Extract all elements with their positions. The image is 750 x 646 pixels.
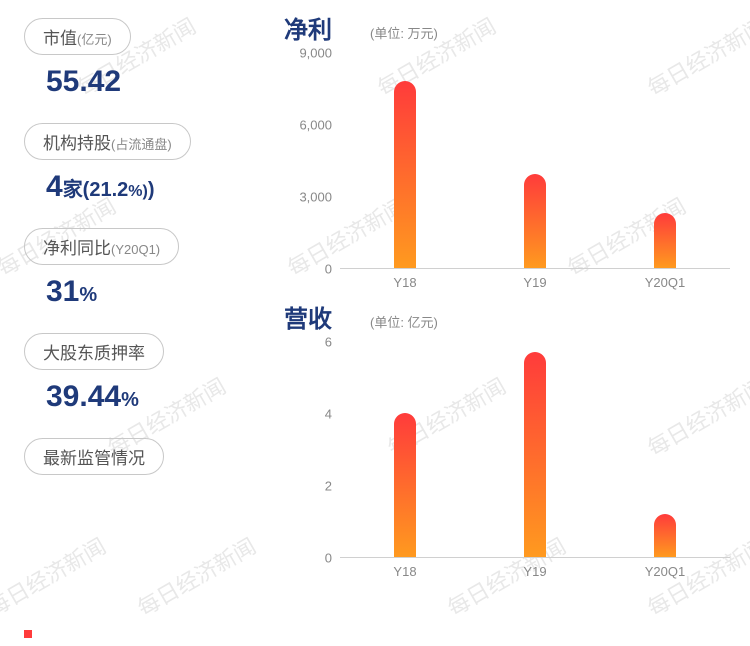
stats-panel: 市值(亿元)55.42机构持股(占流通盘)4家(21.2%))净利同比(Y20Q… bbox=[0, 0, 280, 646]
chart-unit: (单位: 亿元) bbox=[370, 312, 438, 331]
stat-value-main: 4 bbox=[46, 170, 63, 203]
x-label: Y18 bbox=[393, 564, 416, 579]
chart-title: 净利 bbox=[284, 10, 332, 45]
stat-value-small: % bbox=[79, 284, 97, 306]
stat-label-main: 机构持股 bbox=[43, 134, 111, 153]
bar-group: Y18 bbox=[341, 81, 470, 268]
stat-label-pill: 市值(亿元) bbox=[24, 18, 131, 55]
y-tick: 9,000 bbox=[299, 46, 332, 61]
stat-value-main: 55.42 bbox=[46, 65, 121, 98]
stat-label-sub: (Y20Q1) bbox=[111, 242, 160, 257]
x-label: Y19 bbox=[523, 564, 546, 579]
stat-label-pill: 大股东质押率 bbox=[24, 333, 164, 370]
bar-group: Y20Q1 bbox=[601, 514, 730, 557]
y-tick: 3,000 bbox=[299, 190, 332, 205]
bar bbox=[394, 413, 416, 557]
bar bbox=[654, 514, 676, 557]
stat-value-close: ) bbox=[148, 179, 155, 201]
stat-value: 31% bbox=[24, 265, 280, 319]
y-tick: 0 bbox=[325, 551, 332, 566]
y-tick: 6,000 bbox=[299, 118, 332, 133]
y-tick: 4 bbox=[325, 407, 332, 422]
stat-label-main: 大股东质押率 bbox=[43, 344, 145, 363]
chart-title: 营收 bbox=[284, 299, 332, 334]
y-tick: 0 bbox=[325, 262, 332, 277]
x-label: Y20Q1 bbox=[645, 275, 685, 290]
y-tick: 6 bbox=[325, 335, 332, 350]
bar-group: Y19 bbox=[471, 174, 600, 268]
stat-value-tiny: %) bbox=[128, 183, 148, 200]
plot: Y18Y19Y20Q1 bbox=[340, 53, 730, 269]
bar-group: Y18 bbox=[341, 413, 470, 557]
bar bbox=[524, 352, 546, 557]
stat-label-pill: 净利同比(Y20Q1) bbox=[24, 228, 179, 265]
stat-item: 大股东质押率 39.44% bbox=[24, 333, 280, 424]
stat-label-main: 净利同比 bbox=[43, 239, 111, 258]
stat-item: 最新监管情况 bbox=[24, 438, 280, 475]
stat-item: 机构持股(占流通盘)4家(21.2%)) bbox=[24, 123, 280, 214]
charts-panel: 净利(单位: 万元)03,0006,0009,000Y18Y19Y20Q1营收(… bbox=[280, 0, 750, 646]
chart-unit: (单位: 万元) bbox=[370, 23, 438, 42]
stat-label-main: 最新监管情况 bbox=[43, 449, 145, 468]
stat-item: 市值(亿元) 55.42 bbox=[24, 18, 280, 109]
stat-value-main: 39.44 bbox=[46, 380, 121, 413]
stat-label-sub: (亿元) bbox=[77, 32, 112, 47]
stat-label-pill: 机构持股(占流通盘) bbox=[24, 123, 191, 160]
stat-value-small: % bbox=[121, 389, 139, 411]
stat-value: 39.44% bbox=[24, 370, 280, 424]
chart-area: 0246Y18Y19Y20Q1 bbox=[280, 342, 730, 582]
stat-label-pill: 最新监管情况 bbox=[24, 438, 164, 475]
bar bbox=[654, 213, 676, 268]
y-axis: 03,0006,0009,000 bbox=[280, 53, 340, 293]
stat-value-main: 31 bbox=[46, 275, 79, 308]
stat-label-main: 市值 bbox=[43, 29, 77, 48]
y-axis: 0246 bbox=[280, 342, 340, 582]
chart-block: 营收(单位: 亿元)0246Y18Y19Y20Q1 bbox=[280, 299, 730, 582]
bar-group: Y19 bbox=[471, 352, 600, 557]
stat-item: 净利同比(Y20Q1)31% bbox=[24, 228, 280, 319]
stat-value: 55.42 bbox=[24, 55, 280, 109]
x-label: Y19 bbox=[523, 275, 546, 290]
x-label: Y20Q1 bbox=[645, 564, 685, 579]
y-tick: 2 bbox=[325, 479, 332, 494]
chart-area: 03,0006,0009,000Y18Y19Y20Q1 bbox=[280, 53, 730, 293]
bar bbox=[394, 81, 416, 268]
bar bbox=[524, 174, 546, 268]
chart-block: 净利(单位: 万元)03,0006,0009,000Y18Y19Y20Q1 bbox=[280, 10, 730, 293]
stat-label-sub: (占流通盘) bbox=[111, 137, 172, 152]
bar-group: Y20Q1 bbox=[601, 213, 730, 268]
stat-value: 4家(21.2%)) bbox=[24, 160, 280, 214]
stat-value-small: 家(21.2 bbox=[63, 179, 129, 201]
x-label: Y18 bbox=[393, 275, 416, 290]
plot: Y18Y19Y20Q1 bbox=[340, 342, 730, 558]
